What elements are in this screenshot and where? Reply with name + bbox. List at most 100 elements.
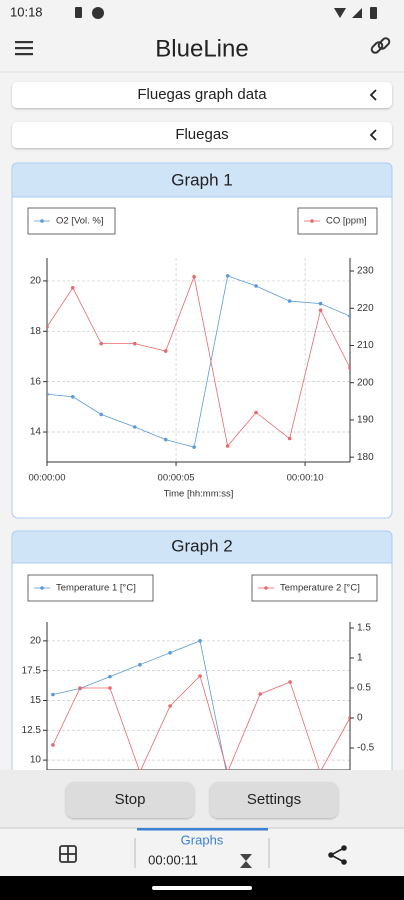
chevron xyxy=(369,129,377,141)
data-point xyxy=(71,285,75,290)
action-bar-bg xyxy=(0,770,404,828)
status-icon xyxy=(92,7,104,19)
y-tick-label: 20 xyxy=(30,276,42,287)
timer: 00:00:11 xyxy=(148,852,198,867)
chart: Graph 2 Temperature 1 [°C] Temperature 2 [… xyxy=(22,536,378,771)
data-point xyxy=(192,274,196,279)
legend-dot xyxy=(40,219,44,223)
chart-title: Graph 1 xyxy=(171,170,232,189)
dropdown[interactable]: Fluegas xyxy=(12,122,392,148)
data-point xyxy=(348,716,350,720)
wifi-icon xyxy=(334,8,346,18)
data-point xyxy=(254,410,258,415)
y-tick-label: 18 xyxy=(30,326,42,337)
legend-dot xyxy=(310,219,314,223)
app-title: BlueLine xyxy=(155,35,248,62)
menu-line xyxy=(15,47,33,50)
stop-button[interactable]: Stop xyxy=(66,782,194,818)
data-point xyxy=(99,412,103,417)
tab-label: Graphs xyxy=(181,832,224,847)
data-point xyxy=(192,445,196,449)
signal-icon xyxy=(352,8,362,18)
x-tick-label: 00:00:10 xyxy=(287,473,324,484)
link-icon xyxy=(377,37,391,50)
gesture-handle xyxy=(152,886,252,890)
y-tick-label: 15 xyxy=(30,695,42,706)
legend-label: Temperature 2 [°C] xyxy=(280,583,360,594)
status-bar: 10:18 xyxy=(10,4,377,19)
data-point xyxy=(288,680,292,684)
tab-indicator xyxy=(137,828,268,831)
data-point xyxy=(225,274,230,278)
y-tick-label: 12.5 xyxy=(22,725,42,736)
data-point xyxy=(198,674,202,678)
data-point xyxy=(108,686,112,690)
y-tick-label: 17.5 xyxy=(22,665,42,676)
y-tick-label: 10 xyxy=(30,755,42,766)
action-bar: Stop Settings xyxy=(0,770,404,828)
button-label: Settings xyxy=(247,791,301,808)
data-point xyxy=(71,394,75,399)
data-point xyxy=(99,341,103,346)
menu-line xyxy=(15,41,33,44)
data-point xyxy=(254,284,258,288)
y2-tick-label: 230 xyxy=(357,266,374,277)
y2-tick-label: 200 xyxy=(357,377,374,388)
legend-dot xyxy=(264,586,268,590)
data-point xyxy=(318,308,323,312)
data-point xyxy=(78,686,82,690)
data-point xyxy=(163,437,168,442)
plot-area xyxy=(51,639,350,770)
data-point xyxy=(287,299,292,303)
data-point xyxy=(348,314,350,318)
x-axis-label: Time [hh:mm:ss] xyxy=(164,489,234,500)
dropdown-box xyxy=(12,82,392,108)
y2-tick-label: 210 xyxy=(357,340,374,351)
share-icon xyxy=(329,847,345,863)
graphs-tab[interactable]: Graphs 00:00:11 xyxy=(137,828,268,868)
legend-label: Temperature 1 [°C] xyxy=(56,583,136,594)
legend-item: Temperature 1 [°C] xyxy=(27,574,154,602)
x-tick-label: 00:00:00 xyxy=(29,473,66,484)
data-point xyxy=(168,650,172,655)
data-point xyxy=(198,639,202,643)
dropdown[interactable]: Fluegas graph data xyxy=(12,82,392,108)
data-point xyxy=(51,692,55,697)
charts: Graph 1 O2 [Vol. %] CO [ppm] 14 16 18 20 180 190… xyxy=(22,170,378,771)
x-tick-label: 00:00:05 xyxy=(158,473,195,484)
y2-tick-label: 1.5 xyxy=(357,623,371,634)
grid-button[interactable] xyxy=(59,845,77,863)
card-header xyxy=(11,530,393,564)
button-label: Stop xyxy=(115,791,146,808)
legend-label: O2 [Vol. %] xyxy=(56,216,104,227)
data-point xyxy=(258,692,262,696)
status-time: 10:18 xyxy=(10,4,43,19)
data-point xyxy=(108,674,112,679)
y2-tick-label: 190 xyxy=(357,415,374,426)
y-tick-label: 14 xyxy=(30,427,42,438)
plot-area xyxy=(47,274,350,449)
settings-button[interactable]: Settings xyxy=(210,782,338,818)
menu-button[interactable] xyxy=(15,41,33,56)
bottom-nav: Graphs 00:00:11 xyxy=(0,827,404,900)
data-point xyxy=(163,349,168,353)
hourglass-icon xyxy=(240,854,252,868)
legend-dot xyxy=(40,586,44,590)
share-button[interactable] xyxy=(328,845,347,865)
data-point xyxy=(51,743,55,747)
y-tick-label: 20 xyxy=(30,635,42,646)
button-bg xyxy=(210,782,338,818)
data-point xyxy=(318,301,323,306)
legend-item: CO [ppm] xyxy=(297,207,378,235)
data-point xyxy=(348,366,350,370)
data-point xyxy=(138,662,142,667)
legend-item: O2 [Vol. %] xyxy=(27,207,116,235)
link-button[interactable] xyxy=(370,37,391,54)
data-point xyxy=(47,325,49,329)
y2-tick-label: -0.5 xyxy=(357,743,375,754)
y2-tick-label: 180 xyxy=(357,452,374,463)
button-bg xyxy=(66,782,194,818)
link-icon xyxy=(370,41,384,54)
